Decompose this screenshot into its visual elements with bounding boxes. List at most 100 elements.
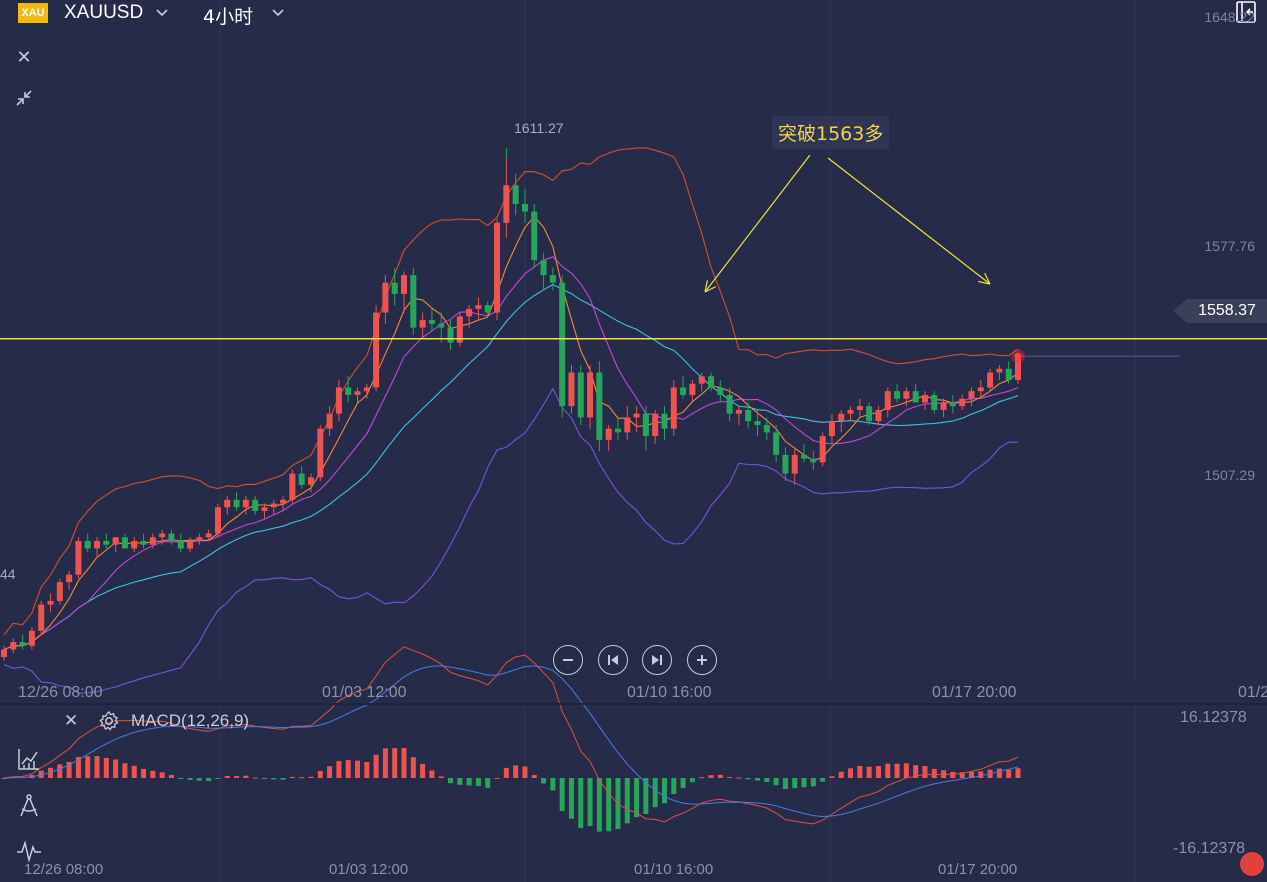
macd-histogram-bar <box>606 778 612 832</box>
macd-histogram-bar <box>271 778 277 780</box>
macd-histogram-bar <box>950 771 956 778</box>
chevron-down-icon[interactable] <box>156 6 168 18</box>
candle <box>19 642 26 646</box>
timeframe-selector[interactable]: 4小时 <box>203 6 254 28</box>
macd-title[interactable]: MACD(12,26,9) <box>131 711 250 730</box>
candle <box>884 391 891 410</box>
macd-histogram-bar <box>122 763 128 778</box>
candle <box>317 428 324 478</box>
candle <box>447 327 454 343</box>
candle <box>791 454 798 474</box>
macd-histogram-bar <box>773 778 779 786</box>
candle <box>921 394 928 403</box>
macd-histogram-bar <box>224 775 230 778</box>
close-icon[interactable]: ✕ <box>64 711 79 731</box>
macd-histogram-bar <box>652 778 658 808</box>
macd-histogram-bar <box>94 756 100 778</box>
macd-histogram-bar <box>206 778 212 782</box>
chart-annotation[interactable]: 突破1563多 <box>772 116 890 149</box>
candle <box>391 282 398 294</box>
candle <box>438 323 445 328</box>
panel-divider[interactable] <box>0 703 1267 705</box>
macd-histogram-bar <box>745 778 751 780</box>
macd-x-axis-label: 01/03 12:00 <box>329 861 409 878</box>
macd-histogram-bar <box>410 757 416 778</box>
y-axis-label: 1648.22 <box>1204 9 1255 25</box>
indicator-icon[interactable] <box>16 746 42 772</box>
candle <box>187 540 194 549</box>
chevron-down-icon[interactable] <box>272 6 284 18</box>
macd-histogram-bar <box>178 778 184 779</box>
candle <box>726 394 733 414</box>
candle <box>10 642 17 650</box>
macd-histogram-bar <box>438 776 444 778</box>
macd-histogram-bar <box>829 776 835 778</box>
macd-histogram-bar <box>336 760 342 778</box>
macd-histogram-bar <box>736 777 742 779</box>
ma5-line <box>3 215 1019 651</box>
candle <box>261 507 268 512</box>
macd-histogram-bar <box>541 778 547 784</box>
macd-histogram-bar <box>401 748 407 778</box>
candle <box>196 537 203 541</box>
zoom-in-button[interactable] <box>687 645 717 675</box>
candle <box>810 458 817 463</box>
macd-histogram-bar <box>810 778 816 787</box>
macd-max-label: 16.12378 <box>1180 709 1247 726</box>
y-axis-label: 1577.76 <box>1204 238 1255 254</box>
candle <box>559 282 566 407</box>
annotation-arrow <box>827 157 991 285</box>
waveform-icon[interactable] <box>16 838 42 864</box>
macd-histogram-bar <box>234 776 240 778</box>
sidepanel-toggle-icon[interactable] <box>1234 0 1258 24</box>
gear-icon[interactable] <box>98 710 120 732</box>
annotation-arrowhead <box>978 280 991 285</box>
candle <box>307 477 314 485</box>
candle <box>84 540 91 549</box>
candle <box>419 320 426 328</box>
drawing-compass-icon[interactable] <box>16 793 42 819</box>
candle <box>131 540 138 549</box>
macd-histogram-bar <box>680 778 686 789</box>
macd-histogram-bar <box>66 761 72 778</box>
candle <box>289 473 296 500</box>
macd-histogram-bar <box>959 772 965 778</box>
candle <box>959 398 966 407</box>
macd-x-axis-label: 01/10 16:00 <box>634 861 714 878</box>
symbol-selector[interactable]: XAUUSD <box>64 2 144 23</box>
x-axis-label: 01/2 <box>1238 684 1267 701</box>
shrink-icon[interactable] <box>14 88 34 108</box>
current-price-dot <box>1014 352 1022 360</box>
candle <box>214 507 221 534</box>
candle <box>521 204 528 212</box>
macd-histogram-bar <box>931 768 937 778</box>
candle <box>363 387 370 392</box>
macd-histogram-bar <box>643 778 649 814</box>
macd-histogram-bar <box>345 760 351 778</box>
candle <box>75 540 82 575</box>
zoom-out-icon <box>563 659 573 661</box>
macd-histogram-bar <box>355 760 361 778</box>
candle <box>801 454 808 459</box>
zoom-in-icon <box>697 655 707 665</box>
macd-x-axis-label: 12/26 08:00 <box>24 861 104 878</box>
candle <box>912 391 919 403</box>
close-icon[interactable]: ✕ <box>16 47 32 68</box>
candle <box>689 383 696 395</box>
app-logo-icon[interactable] <box>1240 852 1264 876</box>
macd-histogram-bar <box>568 778 574 819</box>
candle <box>549 275 556 283</box>
macd-histogram-bar <box>48 767 54 778</box>
zoom-out-button[interactable] <box>553 645 583 675</box>
candle <box>540 260 547 276</box>
macd-histogram-bar <box>131 765 137 778</box>
x-axis-label: 12/26 08:00 <box>18 684 103 701</box>
candle <box>819 436 826 463</box>
candle <box>280 499 287 504</box>
candle <box>38 604 45 631</box>
skip-back-button[interactable] <box>598 645 628 675</box>
candle <box>531 211 538 261</box>
macd-histogram-bar <box>838 771 844 778</box>
skip-forward-button[interactable] <box>642 645 672 675</box>
